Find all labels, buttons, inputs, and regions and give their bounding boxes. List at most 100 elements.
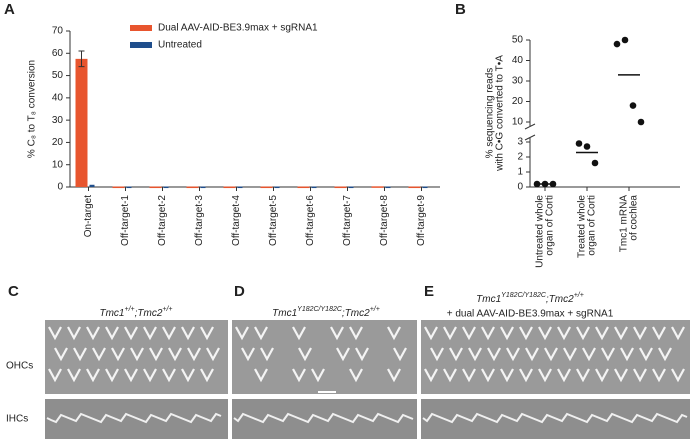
y-tick-label: 40 (512, 55, 524, 66)
y-tick-label: 60 (52, 48, 64, 59)
y-tick-label: 2 (517, 152, 523, 163)
hair-bundle (449, 347, 463, 362)
point (591, 159, 599, 167)
hair-bundle (143, 326, 157, 341)
caption-part: Tmc1 (99, 308, 124, 319)
hair-bundle (468, 347, 482, 362)
hair-bundle (105, 326, 119, 341)
hair-bundle (563, 347, 577, 362)
caption-part: +/+ (124, 306, 134, 313)
hair-bundle (424, 326, 438, 341)
hair-bundle (525, 347, 539, 362)
y-tick-label: 0 (57, 182, 63, 193)
hair-bundle (292, 368, 306, 383)
hair-bundle (162, 368, 176, 383)
panel-label: C (8, 283, 19, 300)
hair-bundle (519, 326, 533, 341)
caption-part: ;Tmc2 (135, 308, 163, 319)
hair-bundle (254, 326, 268, 341)
hair-bundle (595, 368, 609, 383)
point (621, 36, 629, 44)
hair-bundle (67, 368, 81, 383)
hair-bundle (298, 347, 312, 362)
hair-bundle (349, 326, 363, 341)
hair-bundle (330, 326, 344, 341)
x-tick-label: Treated whole (577, 195, 588, 258)
bar (385, 186, 391, 189)
caption-part: ;Tmc2 (546, 294, 574, 305)
legend-label: Untreated (158, 40, 202, 51)
hair-bundle (149, 347, 163, 362)
hair-bundle (105, 368, 119, 383)
y-axis-title: with C•G converted to T•A (495, 55, 506, 172)
axis-break (524, 123, 536, 141)
panel-label: A (4, 1, 15, 18)
hair-bundle (162, 326, 176, 341)
ihc-bundles (46, 412, 222, 424)
hair-bundle (576, 368, 590, 383)
panel-label: B (455, 1, 466, 18)
bar (149, 186, 162, 189)
y-tick-label: 70 (52, 26, 64, 37)
hair-bundle (168, 347, 182, 362)
x-tick-label: Off-target-9 (416, 195, 427, 246)
x-tick-label: Off-target-7 (342, 195, 353, 246)
bar (371, 186, 384, 188)
hair-bundle (424, 368, 438, 383)
bar (348, 186, 354, 189)
point (583, 143, 591, 150)
hair-bundle (576, 326, 590, 341)
hair-bundle (86, 326, 100, 341)
y-tick-label: 40 (52, 92, 64, 103)
bar (260, 186, 273, 189)
point (613, 40, 621, 48)
row-label: OHCs (6, 361, 33, 372)
x-tick-label: Off-target-2 (157, 195, 168, 246)
caption-part: +/+ (574, 292, 584, 299)
caption: + dual AAV-AID-BE3.9max + sgRNA1 (447, 309, 614, 320)
bar (237, 186, 243, 189)
x-tick-label: organ of Corti (587, 195, 598, 256)
hair-bundle (544, 347, 558, 362)
hair-bundle (48, 368, 62, 383)
bar (223, 186, 236, 189)
x-tick-label: On-target (83, 195, 94, 237)
caption-part: ;Tmc2 (342, 308, 370, 319)
ohc-image (421, 320, 690, 394)
caption: Tmc1Y182C/Y182C;Tmc2+/+ (476, 292, 584, 305)
x-tick-label: Tmc1 mRNA (619, 195, 630, 253)
hair-bundle (187, 347, 201, 362)
hair-bundle (355, 347, 369, 362)
y-tick-label: 1 (517, 167, 523, 178)
hair-bundle (614, 326, 628, 341)
hair-bundle (73, 347, 87, 362)
y-tick-label: 0 (517, 182, 523, 193)
y-tick-label: 3 (517, 137, 523, 148)
hair-bundle (181, 368, 195, 383)
bar (163, 186, 169, 189)
hair-bundle (393, 347, 407, 362)
caption-part: Y182C/Y182C (297, 306, 343, 313)
point (575, 140, 583, 147)
hair-bundle (595, 326, 609, 341)
hair-bundle (620, 347, 634, 362)
hair-bundle (633, 368, 647, 383)
y-tick-label: 10 (52, 159, 64, 170)
hair-bundle (658, 347, 672, 362)
ihc-bundles (233, 412, 414, 424)
hair-bundle (124, 368, 138, 383)
x-tick-label: Off-target-6 (305, 195, 316, 246)
row-label: IHCs (6, 414, 28, 425)
hair-bundle (336, 347, 350, 362)
x-tick-label: Off-target-1 (120, 195, 131, 246)
hair-bundle (387, 368, 401, 383)
hair-bundle (652, 326, 666, 341)
hair-bundle (506, 347, 520, 362)
hair-bundle (200, 368, 214, 383)
caption: Tmc1+/+;Tmc2+/+ (99, 306, 172, 319)
hair-bundle (500, 326, 514, 341)
hair-bundle (582, 347, 596, 362)
legend-label: Dual AAV-AID-BE3.9max + sgRNA1 (158, 23, 318, 34)
hair-bundle (67, 326, 81, 341)
